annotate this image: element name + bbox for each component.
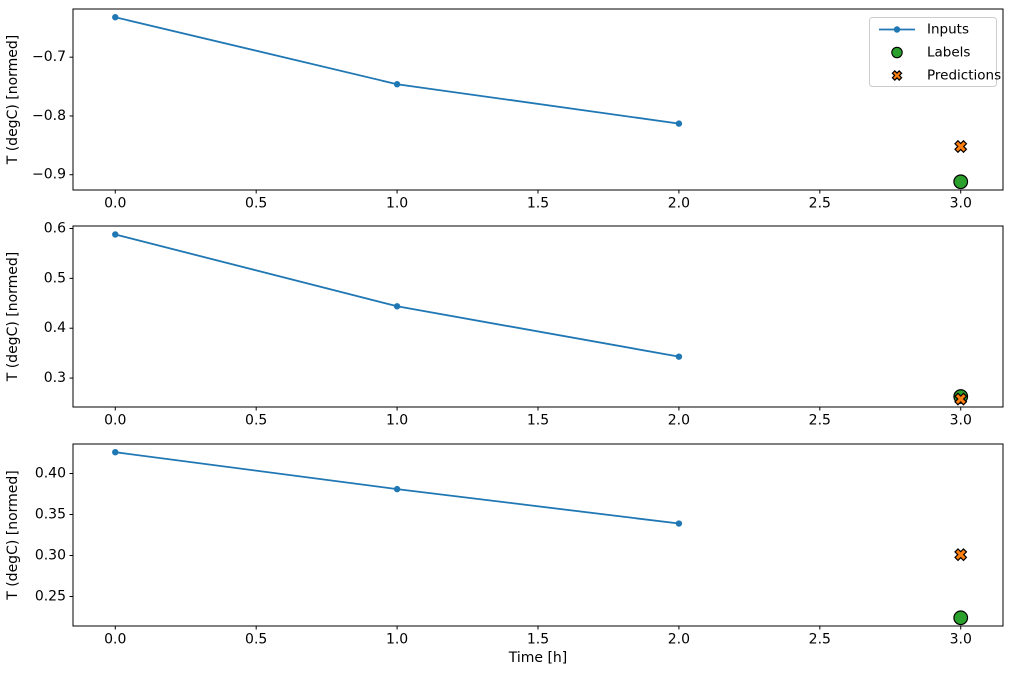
- y-tick-label: −0.8: [32, 108, 66, 124]
- x-tick-label: 3.0: [950, 196, 972, 212]
- marker-dot-inputs: [112, 14, 119, 21]
- y-axis-label: T (degC) [normed]: [5, 252, 21, 383]
- axes-frame: [72, 225, 1004, 408]
- y-tick-label: 0.40: [35, 466, 66, 482]
- x-tick-label: 2.5: [809, 196, 831, 212]
- subplot-2: 0.0 0.5 1.0 1.5 2.0 2.5 3.0 0.3 0.4 0.5 0.6 T (degC…: [5, 220, 1004, 429]
- x-tick-label: 0.5: [245, 632, 267, 648]
- x-tick-label: 2.5: [809, 413, 831, 429]
- marker-x-predictions: [954, 548, 968, 562]
- legend-box: [869, 17, 997, 87]
- x-tick-label: 0.5: [245, 196, 267, 212]
- x-tick-label: 0.0: [104, 196, 126, 212]
- x-axis-label: Time [h]: [508, 650, 568, 666]
- legend-x-sample: [891, 70, 903, 81]
- axes-frame: [72, 8, 1004, 191]
- subplot-3: 0.0 0.5 1.0 1.5 2.0 2.5 3.0 0.25 0.30 0.35 0.40 T (…: [5, 443, 1004, 666]
- x-tick-label: 1.0: [386, 632, 408, 648]
- marker-circle-labels: [953, 174, 969, 190]
- y-tick-label: −0.9: [32, 167, 66, 183]
- x-tick-label: 2.0: [668, 196, 690, 212]
- y-tick-label: 0.4: [44, 320, 66, 336]
- marker-dot-inputs: [112, 448, 119, 456]
- y-tick-label: 0.25: [35, 588, 66, 604]
- legend: Inputs Labels Predictions: [869, 17, 1001, 87]
- legend-circle-sample: [891, 46, 903, 59]
- marker-dot-inputs: [675, 520, 683, 527]
- marker-x-predictions: [954, 392, 968, 406]
- marker-dot-inputs: [675, 120, 683, 127]
- axes-frame: [72, 443, 1004, 627]
- x-tick-label: 1.0: [386, 196, 408, 212]
- y-tick-label: 0.3: [44, 370, 66, 386]
- x-tick-label: 1.5: [527, 196, 549, 212]
- y-axis-label: T (degC) [normed]: [5, 470, 21, 601]
- x-tick-label: 0.5: [245, 413, 267, 429]
- x-tick-label: 1.0: [386, 413, 408, 429]
- x-tick-label: 2.0: [668, 632, 690, 648]
- legend-label: Predictions: [927, 68, 1001, 84]
- marker-circle-labels: [953, 610, 969, 626]
- y-axis-label: T (degC) [normed]: [5, 35, 21, 166]
- y-tick-label: 0.6: [44, 220, 66, 236]
- legend-label: Labels: [927, 45, 970, 61]
- marker-dot-inputs: [675, 353, 683, 360]
- marker-dot-inputs: [112, 231, 119, 238]
- x-tick-label: 2.5: [809, 632, 831, 648]
- marker-x-predictions: [954, 139, 968, 154]
- y-tick-label: 0.5: [44, 270, 66, 286]
- marker-dot-inputs: [393, 303, 401, 310]
- x-tick-label: 3.0: [950, 413, 972, 429]
- y-tick-label: 0.30: [35, 547, 66, 563]
- x-tick-label: 2.0: [668, 413, 690, 429]
- marker-dot-inputs: [393, 485, 401, 493]
- series-line-inputs: [114, 233, 680, 358]
- series-line-inputs: [114, 16, 680, 125]
- legend-dot-sample: [893, 26, 901, 33]
- x-tick-label: 1.5: [527, 413, 549, 429]
- x-tick-label: 3.0: [950, 632, 972, 648]
- y-tick-label: 0.35: [35, 507, 66, 523]
- subplot-1: 0.0 0.5 1.0 1.5 2.0 2.5 3.0 −0.9 −0.8 −0.7 T (degC…: [5, 8, 1004, 212]
- y-tick-label: −0.7: [32, 49, 66, 65]
- legend-label: Inputs: [927, 22, 969, 38]
- x-tick-label: 1.5: [527, 632, 549, 648]
- x-tick-label: 0.0: [104, 413, 126, 429]
- x-tick-label: 0.0: [104, 632, 126, 648]
- marker-dot-inputs: [393, 81, 401, 88]
